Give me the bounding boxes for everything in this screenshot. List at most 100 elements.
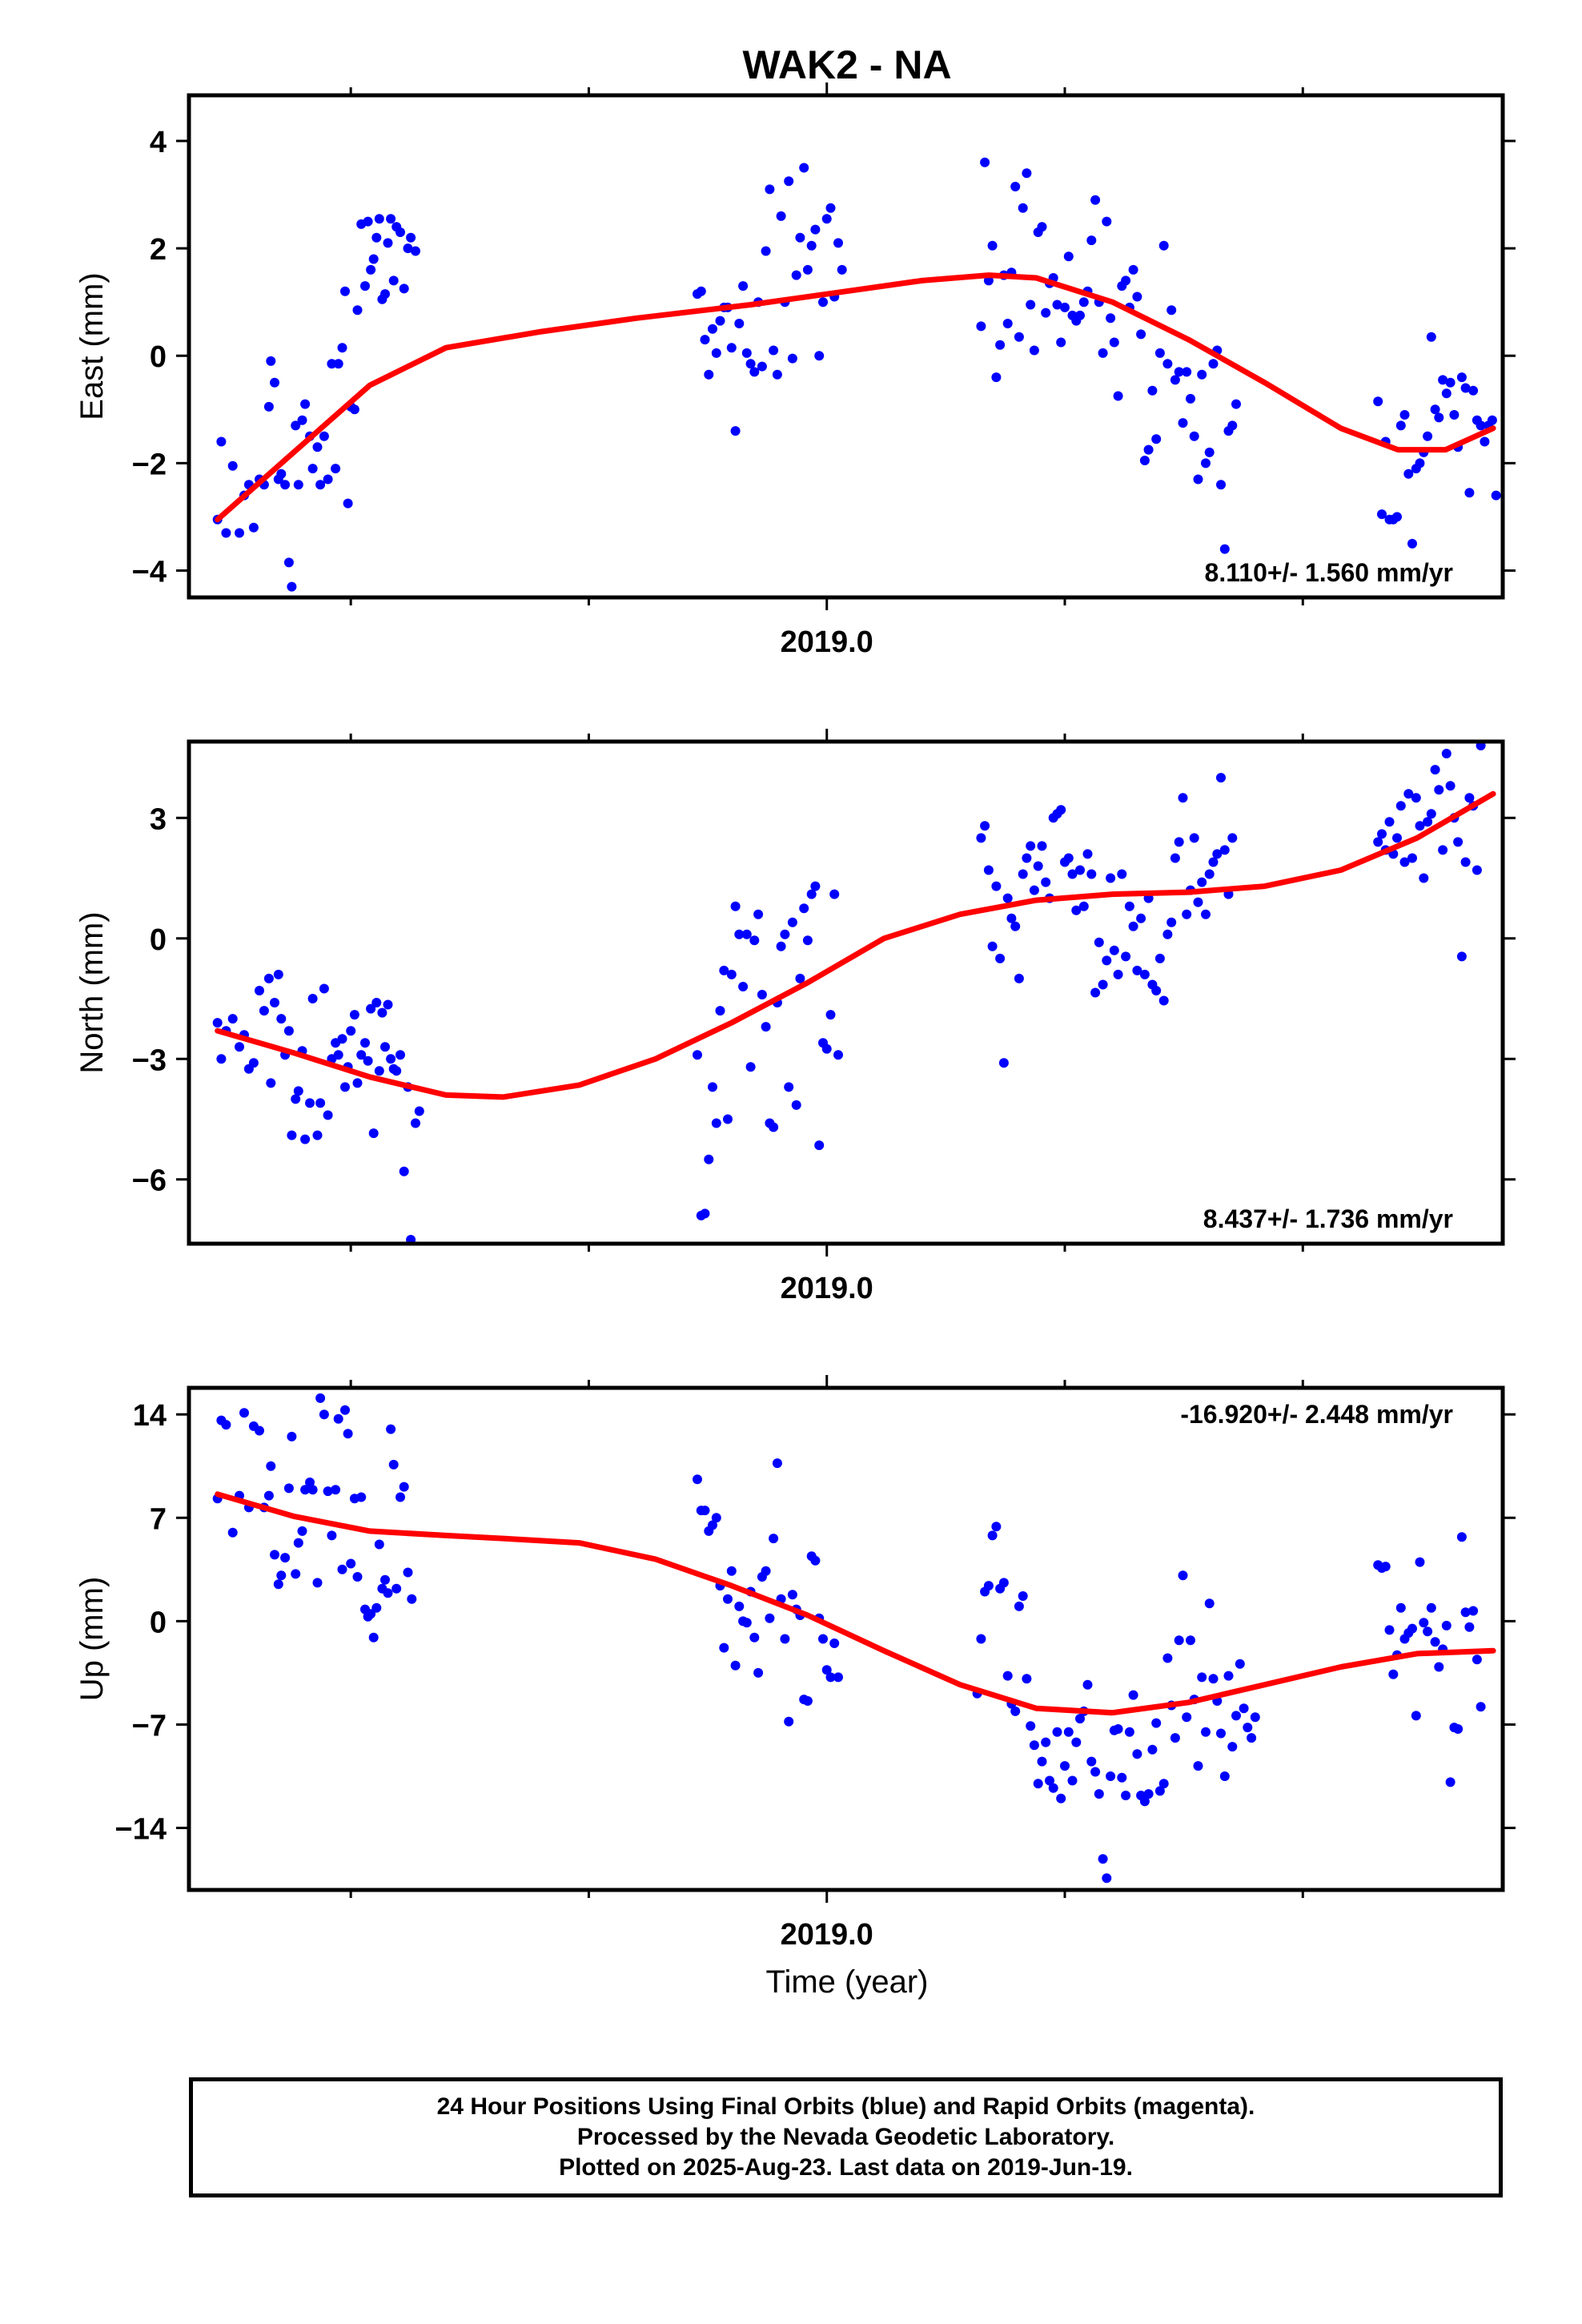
data-point	[287, 581, 297, 592]
rate-label: 8.110+/- 1.560 mm/yr	[1205, 558, 1453, 587]
data-point	[319, 431, 329, 441]
data-point	[1132, 965, 1142, 975]
data-point	[227, 460, 238, 471]
data-point	[1231, 399, 1241, 409]
data-point	[734, 929, 745, 939]
data-point	[837, 264, 847, 275]
data-point	[371, 1602, 382, 1613]
data-points-1	[212, 741, 1486, 1244]
data-point	[1147, 1744, 1158, 1755]
data-point	[368, 254, 379, 264]
data-point	[1403, 789, 1414, 799]
data-point	[216, 436, 227, 447]
x-tick-label: 2019.0	[781, 1272, 873, 1305]
data-point	[825, 1010, 836, 1020]
data-point	[1434, 785, 1444, 795]
data-point	[810, 881, 821, 891]
data-point	[239, 1408, 249, 1418]
data-point	[987, 1530, 998, 1541]
data-point	[795, 232, 805, 243]
data-point	[1048, 1783, 1058, 1793]
data-point	[331, 1485, 341, 1495]
data-point	[749, 1632, 760, 1642]
data-point	[366, 1609, 376, 1619]
y-axis-title: North (mm)	[74, 911, 110, 1073]
data-point	[983, 865, 994, 875]
data-point	[383, 238, 393, 248]
data-point	[300, 1134, 311, 1144]
caption-line-3: Plotted on 2025-Aug-23. Last data on 201…	[559, 2154, 1133, 2181]
data-point	[719, 965, 729, 975]
data-point	[1063, 251, 1074, 262]
data-point	[1480, 436, 1490, 447]
data-point	[266, 1078, 276, 1088]
data-point	[319, 983, 329, 994]
y-tick-label: 7	[150, 1502, 167, 1536]
data-point	[1377, 829, 1387, 839]
data-point	[1026, 1721, 1036, 1731]
data-point	[368, 1632, 379, 1642]
data-point	[1239, 1703, 1249, 1714]
data-point	[1162, 1653, 1173, 1663]
y-tick-label: 0	[150, 340, 167, 374]
data-point	[360, 281, 370, 292]
data-point	[1132, 292, 1142, 302]
data-point	[998, 1058, 1009, 1068]
data-point	[723, 1594, 733, 1604]
data-point	[380, 1042, 390, 1052]
data-point	[1392, 833, 1402, 843]
data-point	[291, 420, 301, 431]
data-point	[1106, 313, 1116, 324]
data-point	[1487, 415, 1497, 425]
data-point	[1082, 1679, 1093, 1690]
data-point	[833, 238, 843, 248]
data-point	[761, 246, 771, 256]
data-point	[391, 1066, 402, 1076]
data-point	[708, 1082, 717, 1092]
data-point	[1060, 1761, 1070, 1771]
data-point	[730, 901, 741, 911]
caption-line-1: 24 Hour Positions Using Final Orbits (bl…	[436, 2093, 1255, 2120]
data-point	[1102, 216, 1112, 227]
data-point	[1026, 300, 1036, 310]
data-point	[346, 1026, 356, 1036]
data-point	[1086, 869, 1097, 879]
data-point	[1182, 367, 1192, 377]
data-point	[976, 833, 986, 843]
data-point	[784, 176, 794, 187]
fit-curve	[215, 272, 1496, 523]
data-point	[980, 157, 990, 167]
data-point	[745, 1062, 756, 1072]
data-point	[1415, 458, 1425, 468]
data-point	[715, 1006, 725, 1016]
data-point	[1124, 901, 1134, 911]
data-point	[1128, 264, 1138, 275]
data-point	[396, 227, 405, 237]
data-point	[769, 1122, 779, 1132]
data-point	[349, 404, 359, 415]
data-point	[1166, 917, 1177, 927]
data-point	[1208, 359, 1219, 369]
data-point	[307, 464, 318, 474]
data-point	[403, 1567, 413, 1578]
data-point	[280, 480, 291, 490]
data-point	[1037, 841, 1047, 851]
data-point	[411, 246, 420, 256]
data-point	[806, 240, 817, 251]
data-point	[1178, 418, 1188, 428]
data-point	[266, 1461, 276, 1471]
data-point	[297, 1526, 307, 1536]
plot-frame	[187, 1385, 1505, 1892]
data-point	[1388, 1669, 1399, 1679]
data-point	[1121, 1791, 1131, 1800]
y-tick-label: −3	[132, 1043, 167, 1077]
data-point	[368, 1128, 379, 1139]
data-point	[810, 1555, 821, 1566]
data-point	[693, 1474, 702, 1485]
data-point	[1449, 410, 1460, 420]
data-point	[340, 286, 350, 296]
data-point	[998, 1578, 1009, 1588]
data-point	[1002, 893, 1013, 903]
data-point	[991, 881, 1002, 891]
